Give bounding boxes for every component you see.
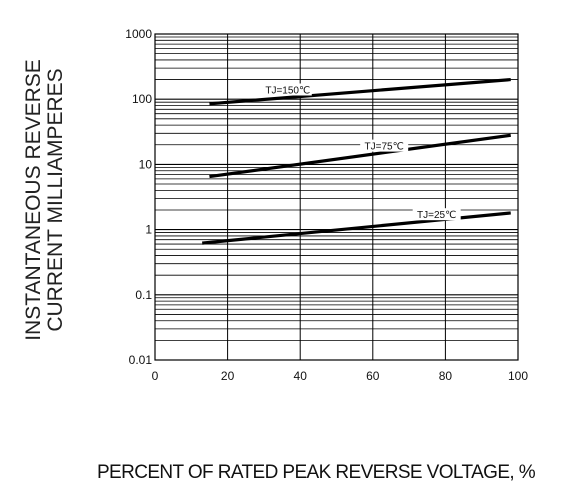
x-tick-label: 40 bbox=[294, 369, 308, 383]
series-label: TJ=150℃ bbox=[265, 86, 310, 97]
y-tick-label: 1000 bbox=[125, 27, 152, 41]
chart-series: TJ=150℃ TJ=75℃ TJ=25℃ bbox=[202, 77, 511, 245]
plot-frame bbox=[154, 33, 519, 361]
series-label: TJ=75℃ bbox=[365, 142, 404, 153]
y-tick-label: 10 bbox=[139, 157, 153, 171]
x-tick-label: 100 bbox=[508, 369, 528, 383]
y-axis-label-line-1: INSTANTANEOUS REVERSE bbox=[22, 59, 45, 341]
y-tick-label: 1 bbox=[145, 223, 152, 237]
series-label-background bbox=[412, 208, 461, 221]
series-label: TJ=25℃ bbox=[417, 210, 456, 221]
x-tick-label: 20 bbox=[221, 369, 235, 383]
series-label-background bbox=[360, 139, 409, 152]
series-line bbox=[209, 133, 511, 179]
series-label-background bbox=[263, 83, 312, 96]
x-axis-label: PERCENT OF RATED PEAK REVERSE VOLTAGE, % bbox=[97, 462, 536, 483]
y-tick-label: 0.1 bbox=[135, 288, 152, 302]
x-tick-label: 0 bbox=[152, 369, 159, 383]
series-line bbox=[202, 211, 511, 245]
chart-ticks: 0.01 0.1 1 10 100 1000 0 20 40 60 80 100 bbox=[125, 27, 528, 383]
y-axis-label-line-2: CURRENT MILLIAMPERES bbox=[44, 68, 67, 331]
y-tick-label: 100 bbox=[132, 92, 152, 106]
x-tick-label: 80 bbox=[439, 369, 453, 383]
x-tick-label: 60 bbox=[366, 369, 380, 383]
series-line bbox=[209, 77, 511, 106]
chart-grid bbox=[155, 34, 518, 361]
y-tick-label: 0.01 bbox=[129, 353, 153, 367]
